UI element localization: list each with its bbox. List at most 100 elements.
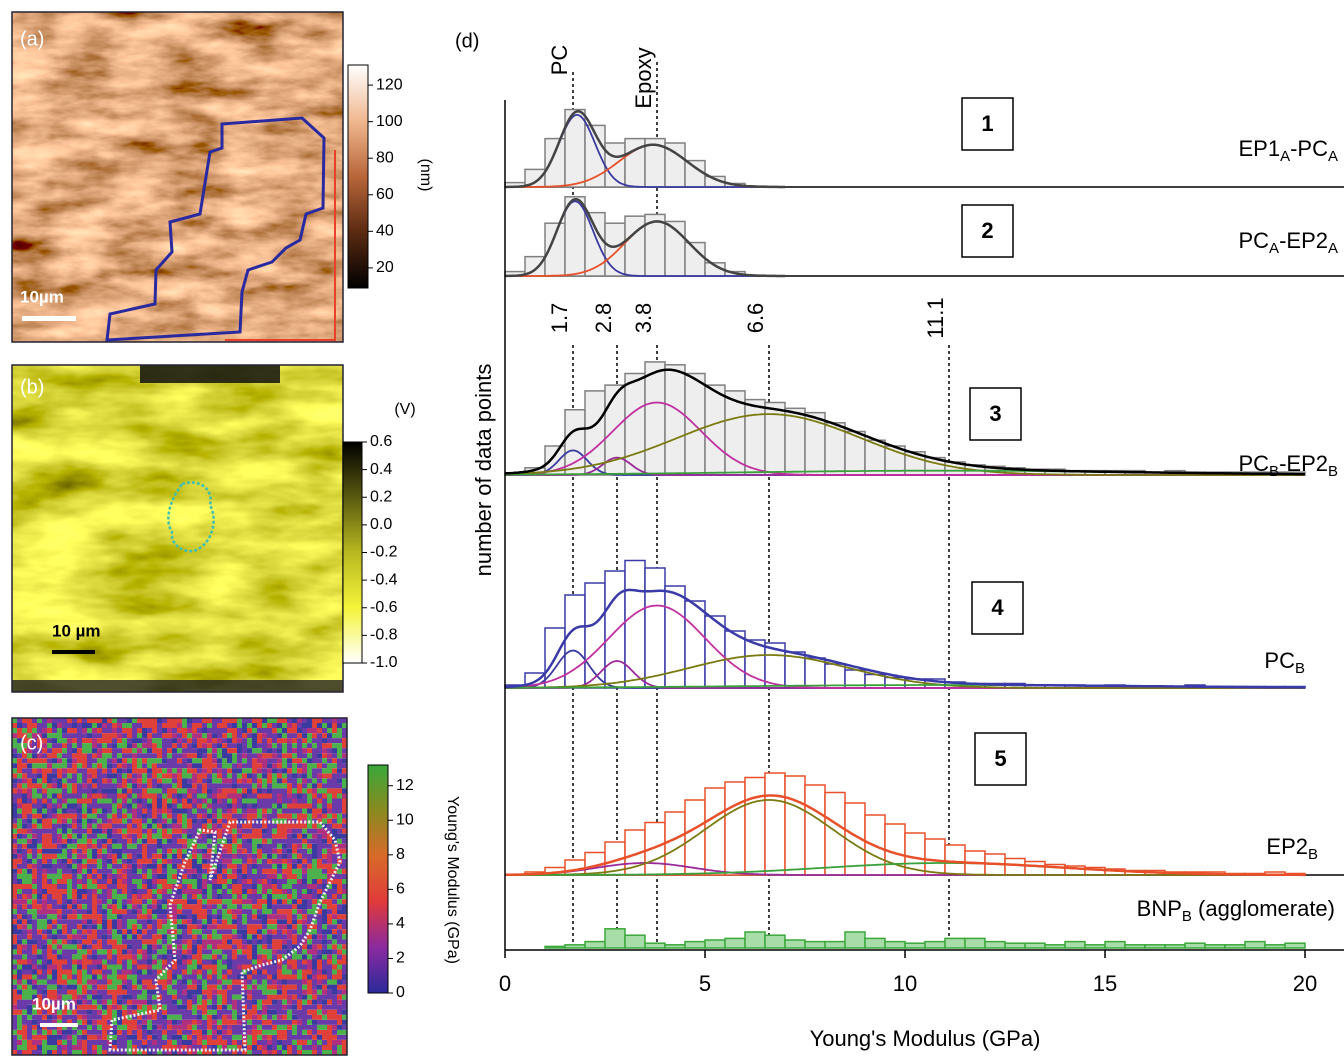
label-text: EP1 [1238,136,1280,161]
histogram-bar [844,931,866,949]
histogram-bar [944,937,966,949]
histogram-bar [1124,944,1146,949]
histogram-bar [884,823,906,876]
marker-label: 2.8 [591,303,616,334]
region-outline [105,116,326,342]
label-text: (agglomerate) [1192,896,1335,921]
x-tick-label: 15 [1093,971,1117,996]
colorbar [367,764,389,994]
histogram-bar [644,361,666,476]
histogram-bar [864,937,886,949]
histogram-bar [664,944,686,949]
label-subscript: B [1269,463,1279,480]
histogram-bar [604,928,626,949]
histogram-bar [624,215,646,277]
colorbar-tick-label: 40 [376,223,394,240]
sample-box [961,97,1014,151]
histogram-bar [624,559,646,689]
modulus-pixels [12,718,347,1056]
label-text: PC [1264,648,1295,673]
histogram-bar [1164,944,1186,949]
histogram-bar [884,940,906,949]
x-axis-label: Young's Modulus (GPa) [810,1026,1041,1051]
label-subscript: A [1269,240,1279,257]
histogram-bar [804,940,826,949]
colorbar-tick-label: 2 [396,950,405,967]
label-subscript: B [1308,846,1318,863]
sample-number: 3 [989,401,1001,426]
sample-box [961,204,1014,258]
histogram-bar [744,398,766,476]
fit-envelope [504,588,1305,689]
marker-label: 6.6 [743,303,768,334]
histogram-bar [544,945,566,949]
histogram-bar [924,838,946,876]
fit-envelope [505,794,1305,877]
colorbar-tick-label: -0.4 [370,571,398,588]
panel-label: (b) [20,376,44,398]
marker-label: PC [547,45,572,76]
colorbar-title: (V) [394,401,415,418]
sample-label: PCA-EP2A [1238,228,1338,257]
scale-bar-label: 10µm [32,994,76,1013]
histogram-bar [664,364,686,476]
histogram-bar [724,937,746,949]
region-outline [167,481,215,553]
histogram-bar [784,939,806,949]
fit-curve [505,799,1305,876]
histogram-bar [584,211,606,277]
histogram-bar [704,384,726,476]
label-text: PC [1238,228,1269,253]
colorbar-tick-label: 4 [396,915,405,932]
sample-box [974,732,1027,786]
histogram-bar [984,940,1006,949]
scale-bar [40,1023,78,1027]
histogram-bar [764,934,786,949]
histogram-bar [1244,940,1266,949]
histogram-bar [604,570,626,689]
histogram-bar [684,940,706,949]
x-tick-label: 5 [699,971,711,996]
region-outline [225,150,336,341]
histogram-bar [824,791,846,876]
histogram-bar [764,772,786,876]
histogram-bar [824,663,846,689]
marker-label: 1.7 [547,303,572,334]
label-text: -PC [1290,136,1328,161]
label-text: -EP2 [1279,228,1328,253]
label-subscript: A [1280,148,1290,165]
label-text: PC [1238,451,1269,476]
sample-label: EP2B [1266,834,1318,863]
image-frame [11,717,348,1056]
histogram-bar [684,600,706,689]
histogram-bar [1004,942,1026,949]
label-subscript: A [1328,240,1338,257]
colorbar [347,64,369,289]
histogram-bar [804,784,826,876]
colorbar-tick-label: 60 [376,186,394,203]
label-subscript: B [1182,908,1192,925]
histogram-bar [744,931,766,949]
histogram-bar [1024,942,1046,949]
colorbar-tick-label: -0.2 [370,544,398,561]
colorbar-tick-label: 10 [396,811,414,828]
marker-label: Epoxy [631,47,656,108]
histogram-bar [644,567,666,689]
sample-number: 2 [981,218,993,243]
scale-bar [22,316,76,321]
histogram-bar [1264,944,1286,949]
afm-height-image [12,12,343,342]
scale-bar-label: 10µm [20,287,64,306]
histogram-bar [904,942,926,949]
histogram-bar [744,776,766,876]
sample-box [971,581,1024,635]
colorbar-tick-label: 0.6 [370,433,392,450]
fit-envelope [505,110,785,189]
histogram-bar [584,940,606,949]
colorbar-tick-label: 0.0 [370,516,392,533]
modulus-map [12,718,347,1056]
colorbar-tick-label: 12 [396,777,414,794]
colorbar-tick-label: 20 [376,259,394,276]
colorbar-title: Young's Modulus (GPa) [444,796,461,964]
colorbar-tick-label: 120 [376,76,403,93]
